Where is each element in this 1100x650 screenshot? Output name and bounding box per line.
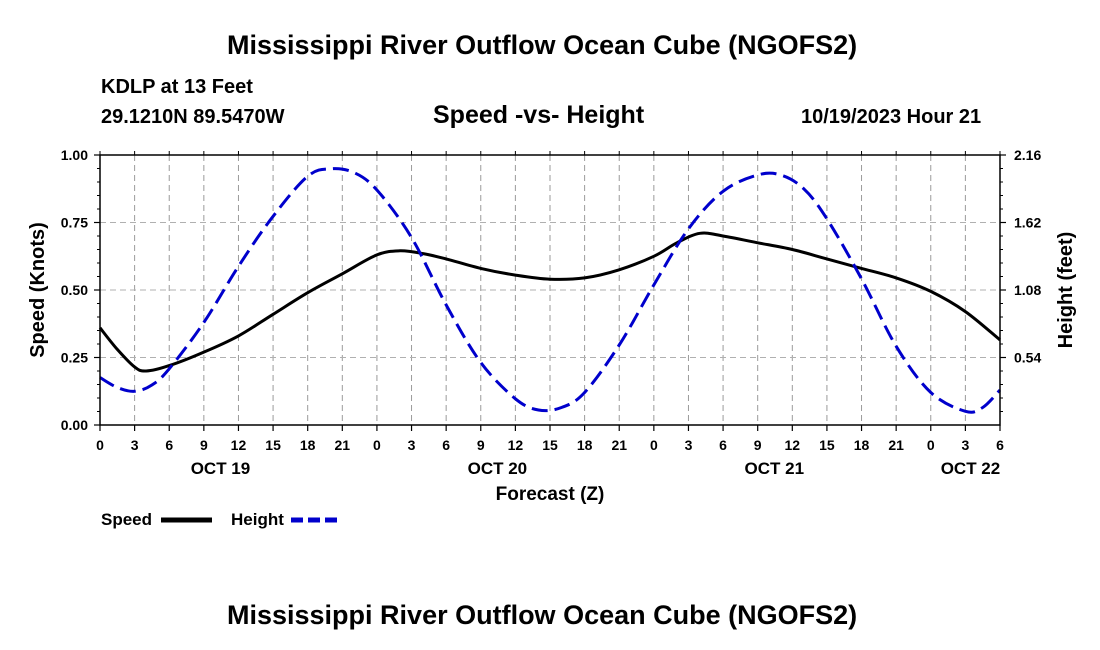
x-tick-label: 0 xyxy=(927,437,935,453)
legend-speed-label: Speed xyxy=(101,510,152,529)
y2-tick-label: 1.62 xyxy=(1014,215,1041,231)
x-tick-label: 3 xyxy=(408,437,416,453)
x-tick-label: 0 xyxy=(96,437,104,453)
x-tick-label: 15 xyxy=(542,437,558,453)
speed-series-line xyxy=(98,231,1001,373)
x-tick-label: 6 xyxy=(996,437,1004,453)
station-label: KDLP at 13 Feet xyxy=(101,76,253,98)
y-tick-label: 1.00 xyxy=(61,147,88,163)
series-lines xyxy=(98,167,1002,414)
x-tick-label: 9 xyxy=(754,437,762,453)
legend: Speed Height xyxy=(101,510,342,529)
x-tick-label: 15 xyxy=(265,437,281,453)
x-axis-label: Forecast (Z) xyxy=(496,484,605,505)
x-tick-label: 0 xyxy=(650,437,658,453)
x-tick-label: 18 xyxy=(854,437,870,453)
x-tick-label: 18 xyxy=(577,437,593,453)
date-label: OCT 21 xyxy=(745,459,805,478)
height-series-line xyxy=(99,167,1002,414)
chart-subtitle: Speed -vs- Height xyxy=(433,101,645,129)
station-coordinates: 29.1210N 89.5470W xyxy=(101,106,285,128)
x-tick-label: 9 xyxy=(477,437,485,453)
y-axis-label: Speed (Knots) xyxy=(27,222,49,358)
date-label: OCT 22 xyxy=(941,459,1001,478)
footer-title: Mississippi River Outflow Ocean Cube (NG… xyxy=(227,600,858,630)
x-tick-label: 12 xyxy=(785,437,801,453)
x-tick-label: 6 xyxy=(442,437,450,453)
x-tick-label: 12 xyxy=(231,437,247,453)
date-label: OCT 19 xyxy=(191,459,251,478)
forecast-datetime: 10/19/2023 Hour 21 xyxy=(801,106,982,128)
y-tick-label: 0.50 xyxy=(61,282,88,298)
y2-tick-label: 2.16 xyxy=(1014,147,1041,163)
x-tick-label: 3 xyxy=(685,437,693,453)
x-tick-label: 3 xyxy=(961,437,969,453)
y2-axis-label: Height (feet) xyxy=(1055,232,1077,349)
legend-height-label: Height xyxy=(231,510,284,529)
x-tick-label: 12 xyxy=(508,437,524,453)
x-tick-label: 21 xyxy=(611,437,627,453)
x-tick-label: 18 xyxy=(300,437,316,453)
axes: 0 3 6 9 12 15 18 21 0 3 6 9 12 15 18 21 0 3 6 9 12 15 18 21 0 3 6 0… xyxy=(61,147,1042,478)
x-tick-label: 6 xyxy=(719,437,727,453)
x-tick-label: 21 xyxy=(335,437,351,453)
y2-tick-label: 0.54 xyxy=(1014,350,1041,366)
y-tick-label: 0.25 xyxy=(61,350,88,366)
grid xyxy=(100,154,1000,425)
date-label: OCT 20 xyxy=(468,459,528,478)
x-tick-label: 6 xyxy=(165,437,173,453)
chart-title: Mississippi River Outflow Ocean Cube (NG… xyxy=(227,30,858,60)
x-tick-label: 21 xyxy=(888,437,904,453)
x-tick-label: 0 xyxy=(373,437,381,453)
x-tick-label: 3 xyxy=(131,437,139,453)
x-tick-label: 15 xyxy=(819,437,835,453)
y-tick-label: 0.00 xyxy=(61,417,88,433)
y-tick-label: 0.75 xyxy=(61,215,88,231)
y2-tick-label: 1.08 xyxy=(1014,282,1041,298)
x-tick-label: 9 xyxy=(200,437,208,453)
